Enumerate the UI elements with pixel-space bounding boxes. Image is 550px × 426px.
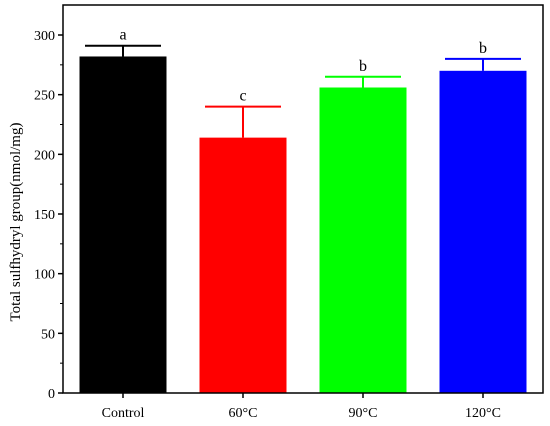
y-tick-label-2: 50	[41, 327, 55, 342]
y-tick-label-5: 200	[34, 148, 55, 163]
significance-label-3: b	[359, 58, 367, 75]
plot-frame	[62, 4, 544, 394]
y-tick-label-3: 100	[34, 268, 55, 283]
bar-2	[199, 137, 287, 393]
x-tick-label-1: Control	[102, 406, 145, 421]
bars-group	[79, 56, 527, 394]
bar-4	[439, 70, 527, 394]
x-tick-label-3: 90°C	[349, 406, 378, 421]
error-bars-group	[85, 44, 521, 138]
y-tick-label-4: 150	[34, 208, 55, 223]
significance-labels-group: a c b b	[119, 27, 487, 105]
bar-1	[79, 56, 167, 393]
significance-label-2: c	[239, 88, 246, 105]
y-tick-label-7: 300	[34, 29, 55, 44]
bar-3	[319, 87, 407, 394]
y-tick-label-6: 250	[34, 89, 55, 104]
axes-group	[62, 4, 544, 394]
y-ticks-group: 0 50 100 150 200 250 300	[34, 29, 63, 402]
x-tick-label-4: 120°C	[465, 406, 501, 421]
y-axis-title: Total sulfhydryl group(nmol/mg)	[8, 123, 24, 322]
x-ticks-group: Control 60°C 90°C 120°C	[102, 393, 501, 421]
x-tick-label-2: 60°C	[229, 406, 258, 421]
significance-label-1: a	[119, 27, 126, 44]
y-tick-label-1: 0	[48, 387, 55, 402]
significance-label-4: b	[479, 40, 487, 57]
